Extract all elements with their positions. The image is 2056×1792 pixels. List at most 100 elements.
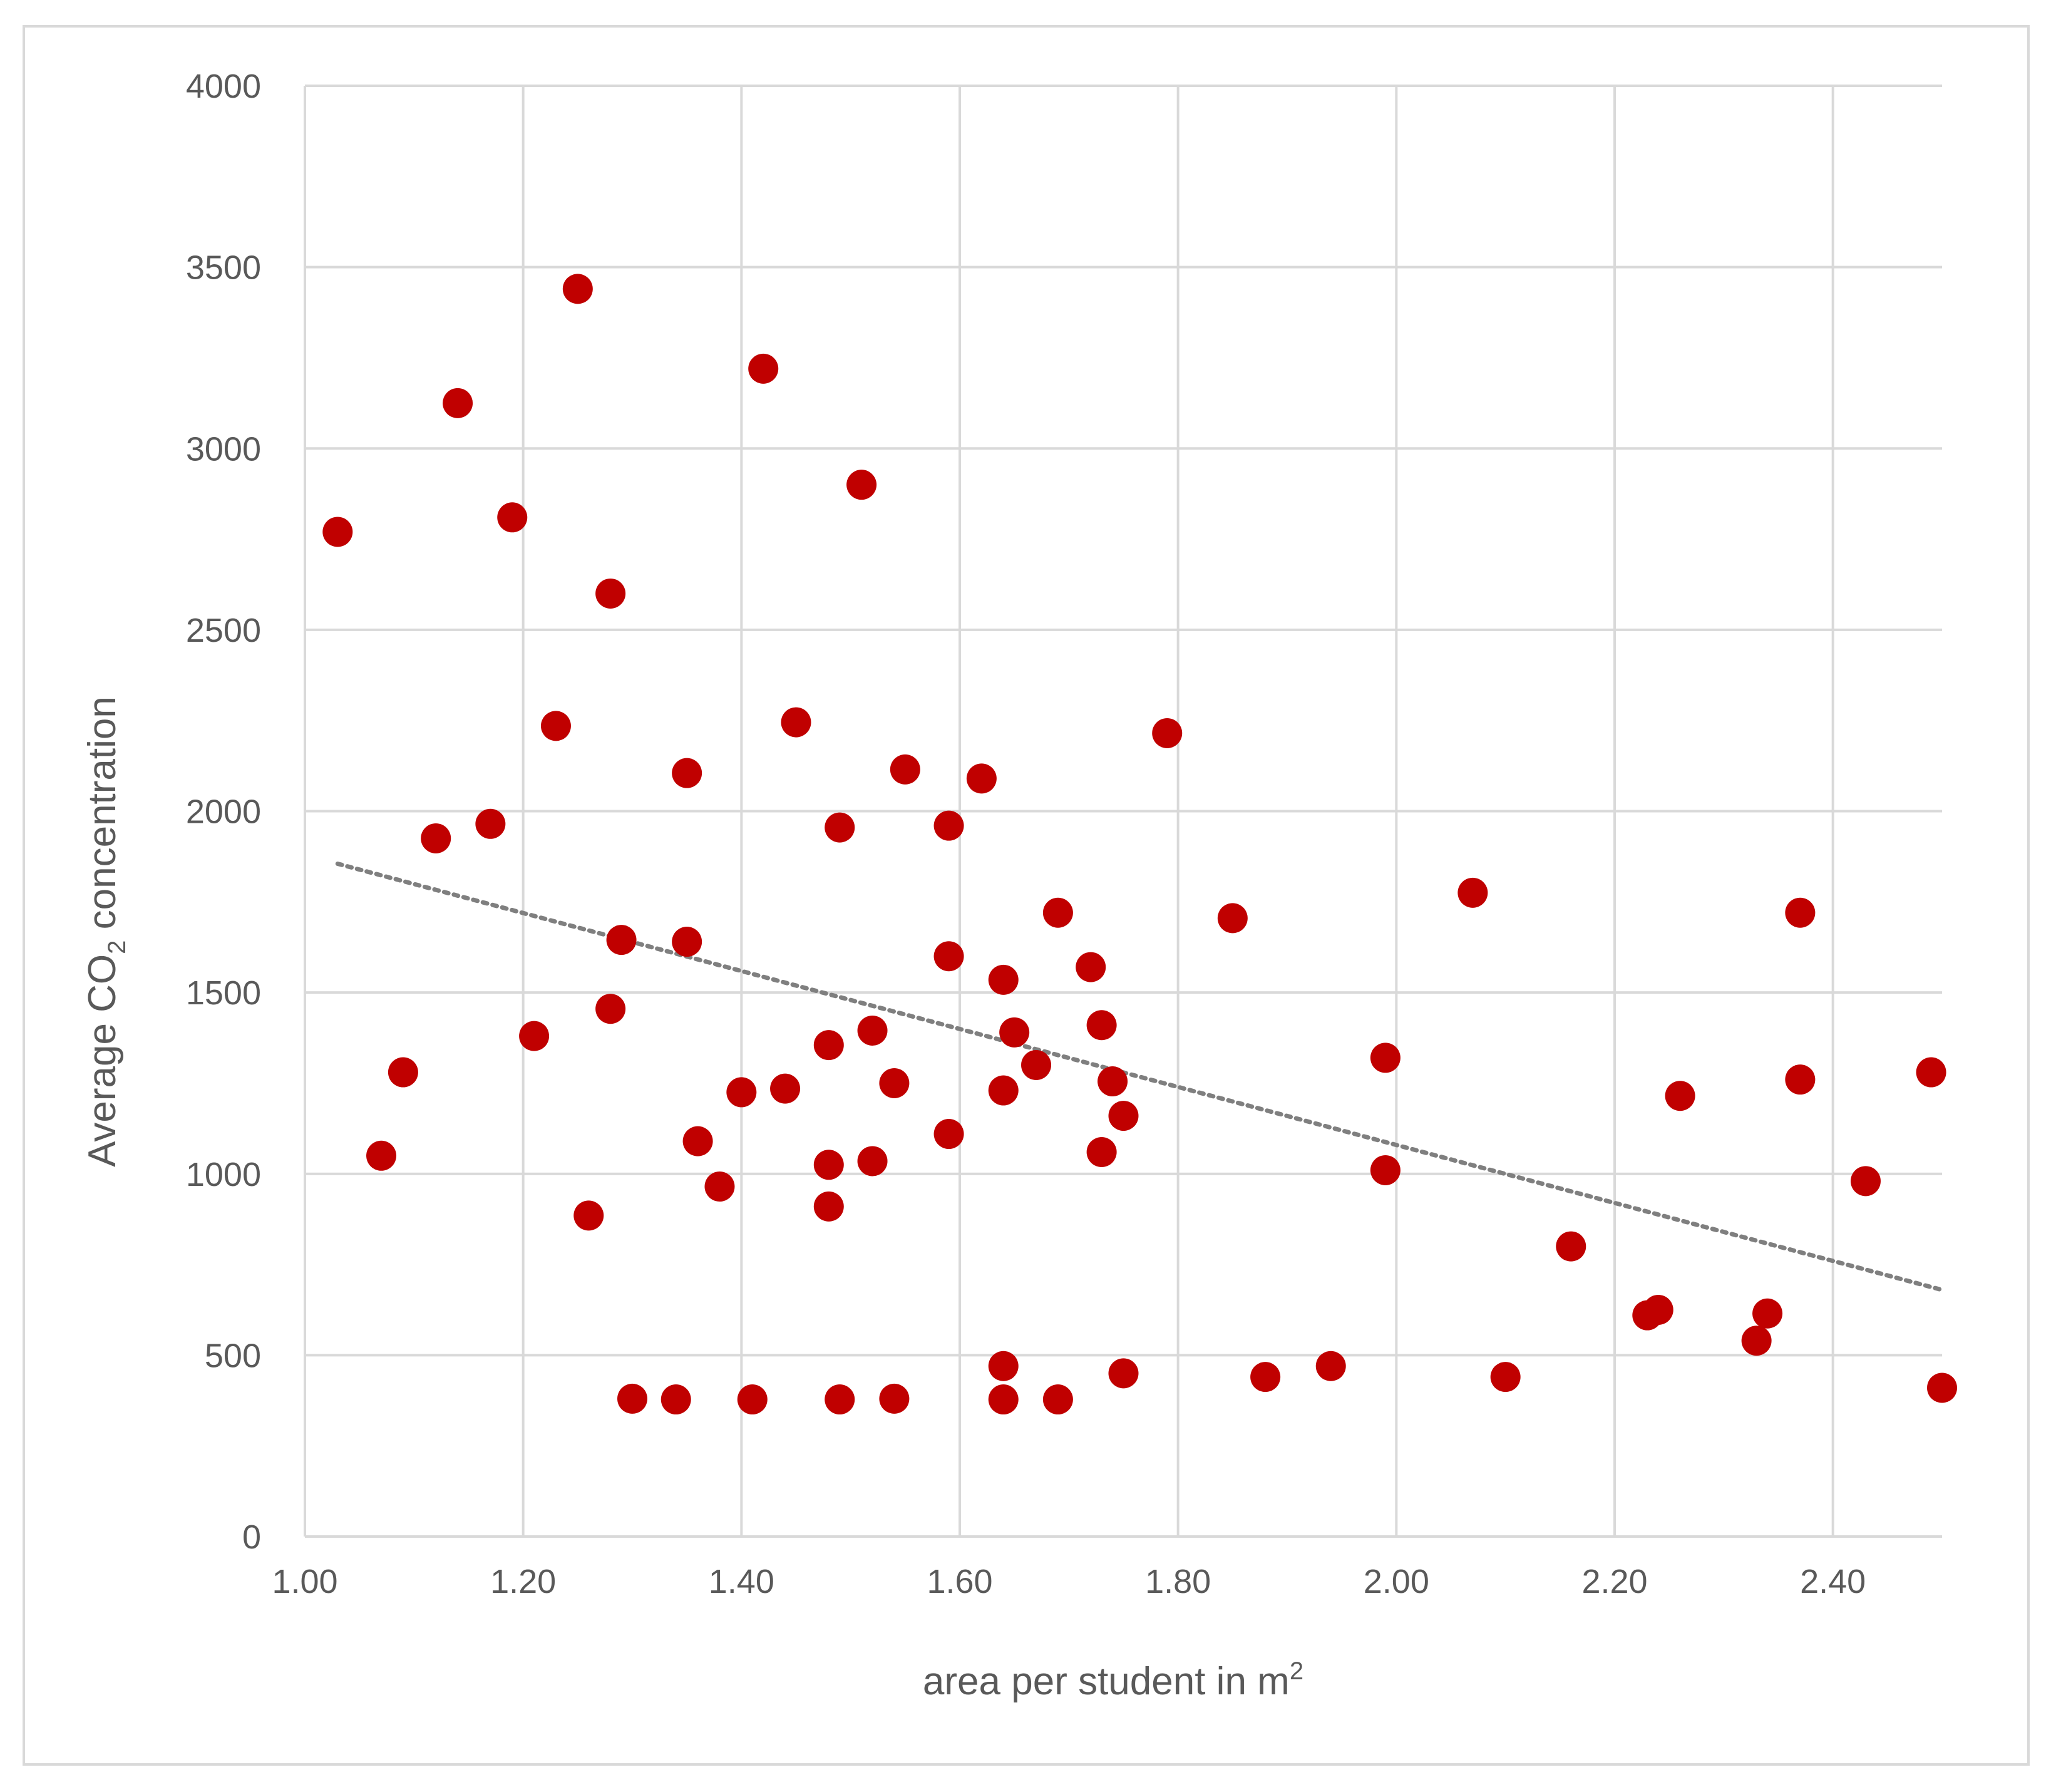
- data-point: [857, 1015, 888, 1046]
- data-point: [595, 994, 626, 1024]
- data-point: [1315, 1351, 1346, 1381]
- data-point: [595, 578, 626, 609]
- data-point: [1217, 903, 1248, 934]
- tick-labels: 0 500 1000 1500 2000 2500 3000 3500 4000 1.00 1.20…: [186, 68, 1866, 1600]
- data-point: [562, 274, 593, 304]
- chart-frame: [23, 25, 2030, 1766]
- data-point: [443, 388, 473, 418]
- data-point: [573, 1200, 604, 1231]
- y-tick-label: 0: [242, 1518, 261, 1556]
- data-point: [737, 1384, 768, 1415]
- data-point: [1076, 952, 1106, 982]
- data-point: [1785, 1064, 1816, 1095]
- x-tick-label: 1.60: [927, 1563, 992, 1600]
- x-axis-title-text: area per student in m: [923, 1660, 1290, 1703]
- data-point: [988, 1384, 1019, 1415]
- data-point: [770, 1073, 801, 1104]
- data-point: [879, 1383, 910, 1414]
- data-point: [1916, 1057, 1946, 1088]
- x-tick-label: 1.20: [490, 1563, 556, 1600]
- x-tick-label: 2.40: [1800, 1563, 1866, 1600]
- data-point: [933, 941, 964, 972]
- data-point: [1457, 877, 1488, 908]
- data-point: [1152, 718, 1183, 748]
- data-point: [825, 812, 855, 843]
- x-tick-label: 1.80: [1145, 1563, 1211, 1600]
- data-point: [660, 1384, 691, 1415]
- data-point: [1556, 1231, 1586, 1262]
- x-tick-label: 1.40: [709, 1563, 774, 1600]
- y-axis-title: Average CO2 concentration: [81, 696, 131, 1167]
- data-point: [421, 823, 451, 853]
- x-axis-title: area per student in m2: [923, 1657, 1303, 1703]
- data-point: [1097, 1066, 1128, 1097]
- data-point: [1086, 1010, 1117, 1041]
- data-point: [988, 1075, 1019, 1106]
- data-point: [672, 927, 702, 957]
- data-point: [475, 808, 506, 839]
- data-point: [1850, 1166, 1881, 1197]
- data-point: [813, 1191, 844, 1222]
- data-point: [1250, 1362, 1281, 1393]
- trendline-layer: [335, 861, 1945, 1292]
- gridlines: [305, 85, 1942, 1537]
- y-tick-label: 2500: [186, 612, 261, 649]
- data-point: [617, 1383, 647, 1414]
- data-point: [1370, 1043, 1401, 1073]
- y-tick-label: 1000: [186, 1156, 261, 1193]
- data-point: [1370, 1155, 1401, 1185]
- y-tick-label: 2000: [186, 793, 261, 831]
- x-tick-label: 2.00: [1364, 1563, 1429, 1600]
- data-point: [1785, 897, 1816, 928]
- data-point: [879, 1068, 910, 1098]
- data-point: [519, 1021, 550, 1051]
- data-point: [322, 517, 353, 547]
- y-axis-title-subscript: 2: [103, 940, 131, 954]
- data-point: [748, 353, 779, 384]
- data-point: [1086, 1136, 1117, 1167]
- data-point: [825, 1384, 855, 1415]
- data-point: [1643, 1294, 1673, 1325]
- data-point: [988, 964, 1019, 995]
- data-point: [1665, 1081, 1695, 1111]
- data-point: [1042, 897, 1073, 928]
- data-points: [322, 274, 1957, 1415]
- data-point: [781, 707, 811, 738]
- y-axis-title-suffix: concentration: [81, 696, 124, 940]
- data-point: [366, 1140, 397, 1171]
- data-point: [988, 1351, 1019, 1381]
- data-point: [540, 711, 571, 741]
- y-tick-label: 3500: [186, 249, 261, 287]
- data-point: [1021, 1049, 1052, 1080]
- y-axis-title-prefix: Average CO: [81, 954, 124, 1167]
- y-tick-label: 3000: [186, 430, 261, 468]
- data-point: [726, 1077, 757, 1108]
- data-point: [846, 470, 877, 500]
- axes: [304, 86, 1942, 1538]
- y-tick-label: 500: [205, 1337, 261, 1374]
- data-point: [999, 1017, 1030, 1048]
- data-point: [1108, 1101, 1139, 1131]
- data-point: [933, 1119, 964, 1150]
- y-tick-label: 4000: [186, 68, 261, 105]
- data-point: [704, 1171, 735, 1202]
- x-tick-label: 1.00: [272, 1563, 337, 1600]
- x-axis-title-superscript: 2: [1290, 1657, 1303, 1685]
- data-point: [1752, 1298, 1783, 1329]
- data-point: [966, 763, 997, 794]
- data-point: [672, 758, 702, 788]
- data-point: [857, 1146, 888, 1177]
- data-point: [890, 754, 920, 785]
- data-point: [388, 1057, 418, 1088]
- y-tick-label: 1500: [186, 974, 261, 1012]
- x-tick-label: 2.20: [1581, 1563, 1647, 1600]
- data-point: [1490, 1362, 1521, 1393]
- data-point: [1741, 1326, 1772, 1356]
- data-point: [682, 1126, 713, 1156]
- data-point: [1927, 1372, 1957, 1403]
- data-point: [1108, 1358, 1139, 1389]
- data-point: [1042, 1384, 1073, 1415]
- data-point: [813, 1030, 844, 1061]
- data-point: [933, 810, 964, 841]
